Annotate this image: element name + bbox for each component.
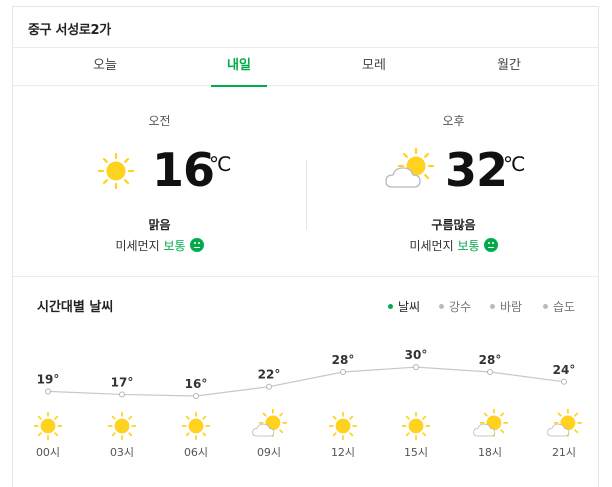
temperature-label: 16° — [185, 377, 208, 391]
pm-dust-label: 미세먼지 — [409, 239, 454, 253]
temperature-line — [47, 366, 565, 397]
time-label: 12시 — [331, 446, 355, 459]
legend-label: 강수 — [449, 300, 472, 314]
location-header: 중구 서성로2가 — [13, 7, 598, 48]
time-label: 03시 — [110, 446, 134, 459]
am-fine-dust: 미세먼지 보통 — [13, 237, 306, 254]
tab-tomorrow[interactable]: 내일 — [199, 48, 279, 87]
am-condition: 맑음 — [148, 218, 171, 232]
hourly-title: 시간대별 날씨 — [37, 300, 114, 315]
pm-period-label: 오후 — [442, 114, 465, 128]
legend-humidity[interactable]: 습도 — [543, 298, 575, 315]
partly-cloudy-icon — [547, 408, 583, 437]
temperature-point — [119, 391, 125, 398]
smile-neutral-icon — [189, 238, 204, 252]
temperature-label: 22° — [258, 368, 281, 382]
section-divider — [13, 276, 598, 277]
legend-label: 날씨 — [398, 300, 421, 314]
weather-card: 중구 서성로2가 오늘 내일 모레 월간 오전 16 ℃ 맑음 미세먼지 보통 … — [12, 6, 599, 487]
legend-dot — [543, 304, 548, 309]
sunny-icon — [107, 411, 137, 441]
legend-dot — [388, 304, 393, 309]
sunny-icon — [181, 411, 211, 441]
time-label: 15시 — [404, 446, 428, 459]
temperature-label: 28° — [479, 353, 502, 367]
temperature-point — [487, 369, 493, 375]
partly-cloudy-icon — [252, 408, 288, 437]
time-label: 18시 — [478, 446, 502, 459]
pm-forecast: 오후 32 ℃ 구름많음 미세먼지 보통 — [307, 86, 600, 276]
temperature-point — [340, 369, 346, 375]
sunny-icon — [33, 411, 63, 441]
legend-dot — [490, 304, 495, 309]
legend-precipitation[interactable]: 강수 — [439, 298, 471, 315]
smile-neutral-icon — [483, 238, 498, 252]
sunny-icon — [401, 411, 431, 441]
am-temp-unit: ℃ — [209, 152, 232, 176]
temperature-point — [45, 388, 51, 395]
time-label: 09시 — [257, 446, 281, 459]
temperature-point — [266, 383, 272, 390]
pm-temp-unit: ℃ — [503, 152, 526, 176]
partly-cloudy-icon — [473, 408, 509, 437]
tab-monthly[interactable]: 월간 — [497, 58, 521, 73]
sunny-icon — [328, 411, 358, 441]
legend-label: 습도 — [553, 300, 576, 314]
location-name: 중구 서성로2가 — [28, 23, 111, 38]
legend-label: 바람 — [500, 300, 523, 314]
am-period-label: 오전 — [148, 114, 171, 128]
day-tabs: 오늘 내일 모레 월간 — [13, 48, 598, 87]
legend-weather[interactable]: 날씨 — [388, 298, 420, 315]
legend-wind[interactable]: 바람 — [490, 298, 522, 315]
pm-dust-value: 보통 — [457, 239, 480, 253]
temperature-point — [561, 378, 567, 385]
am-dust-label: 미세먼지 — [115, 239, 160, 253]
temperature-point — [413, 364, 419, 371]
temperature-point — [193, 393, 199, 399]
temperature-label: 28° — [332, 353, 355, 367]
am-forecast: 오전 16 ℃ 맑음 미세먼지 보통 — [13, 86, 306, 276]
pm-condition: 구름많음 — [431, 218, 476, 232]
hourly-temperature-chart: 19° 00시 17° 03시 16° 06시 22° 09시 28° 12시 30° 15시 28° 1… — [33, 348, 583, 459]
am-temperature: 16 — [152, 143, 215, 197]
tab-day-after[interactable]: 모레 — [362, 58, 386, 73]
divider — [306, 160, 307, 230]
temperature-label: 30° — [405, 348, 428, 362]
temperature-label: 19° — [37, 372, 60, 386]
pm-temperature: 32 — [445, 143, 508, 197]
am-dust-value: 보통 — [163, 239, 186, 253]
time-label: 21시 — [552, 446, 576, 459]
pm-fine-dust: 미세먼지 보통 — [307, 237, 600, 254]
time-label: 00시 — [36, 446, 60, 459]
temperature-label: 17° — [111, 375, 134, 389]
temperature-label: 24° — [553, 363, 576, 377]
time-label: 06시 — [184, 446, 208, 459]
tab-today[interactable]: 오늘 — [93, 58, 117, 73]
legend-dot — [439, 304, 444, 309]
